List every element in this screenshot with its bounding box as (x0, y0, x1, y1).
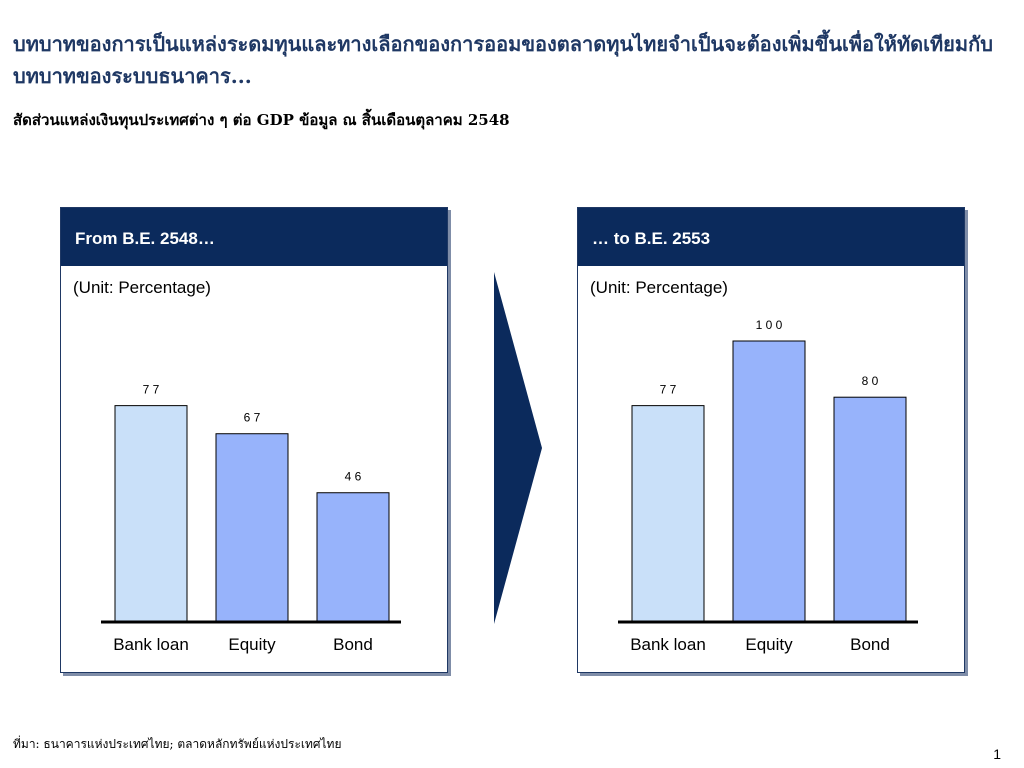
bar-chart-2553: 7 7 Bank loan 1 0 0 Equity 8 0 Bond (618, 318, 918, 654)
category-label-equity-2548: Equity (228, 635, 276, 654)
slide-title: บทบาทของการเป็นแหล่งระดมทุนและทางเลือกขอ… (13, 32, 993, 88)
unit-label-2548: (Unit: Percentage) (73, 278, 211, 297)
bar-equity-2553 (732, 340, 806, 623)
source-note: ที่มา: ธนาคารแห่งประเทศไทย; ตลาดหลักทรัพ… (13, 737, 342, 751)
bar-bond-2553 (833, 396, 907, 623)
category-label-bank-loan-2553: Bank loan (630, 635, 706, 654)
value-label-bank-loan-2548: 7 7 (143, 383, 160, 397)
unit-label-2553: (Unit: Percentage) (590, 278, 728, 297)
page-number: 1 (993, 746, 1001, 762)
bar-bank-loan-2553 (631, 405, 705, 623)
bar-bond-2548 (316, 492, 390, 623)
value-label-equity-2548: 6 7 (244, 411, 261, 425)
transition-arrow-icon (494, 272, 542, 624)
bar-chart-2548: 7 7 Bank loan 6 7 Equity 4 6 Bond (101, 383, 401, 654)
panel-header-2553: … to B.E. 2553 (578, 208, 964, 266)
chart-panel-2548: From B.E. 2548… (Unit: Percentage) 7 7 Ba… (60, 207, 448, 673)
category-label-equity-2553: Equity (745, 635, 793, 654)
panel-header-2548: From B.E. 2548… (61, 208, 447, 266)
category-label-bank-loan-2548: Bank loan (113, 635, 189, 654)
bar-equity-2548 (215, 433, 289, 623)
chart-panel-2553: … to B.E. 2553 (Unit: Percentage) 7 7 Ban… (577, 207, 965, 673)
value-label-equity-2553: 1 0 0 (756, 318, 783, 332)
value-label-bond-2553: 8 0 (862, 374, 879, 388)
slide-subtitle: สัดส่วนแหล่งเงินทุนประเทศต่าง ๆ ต่อ GDP … (13, 111, 510, 129)
category-label-bond-2553: Bond (850, 635, 890, 654)
value-label-bank-loan-2553: 7 7 (660, 383, 677, 397)
value-label-bond-2548: 4 6 (345, 470, 362, 484)
bar-bank-loan-2548 (114, 405, 188, 623)
category-label-bond-2548: Bond (333, 635, 373, 654)
